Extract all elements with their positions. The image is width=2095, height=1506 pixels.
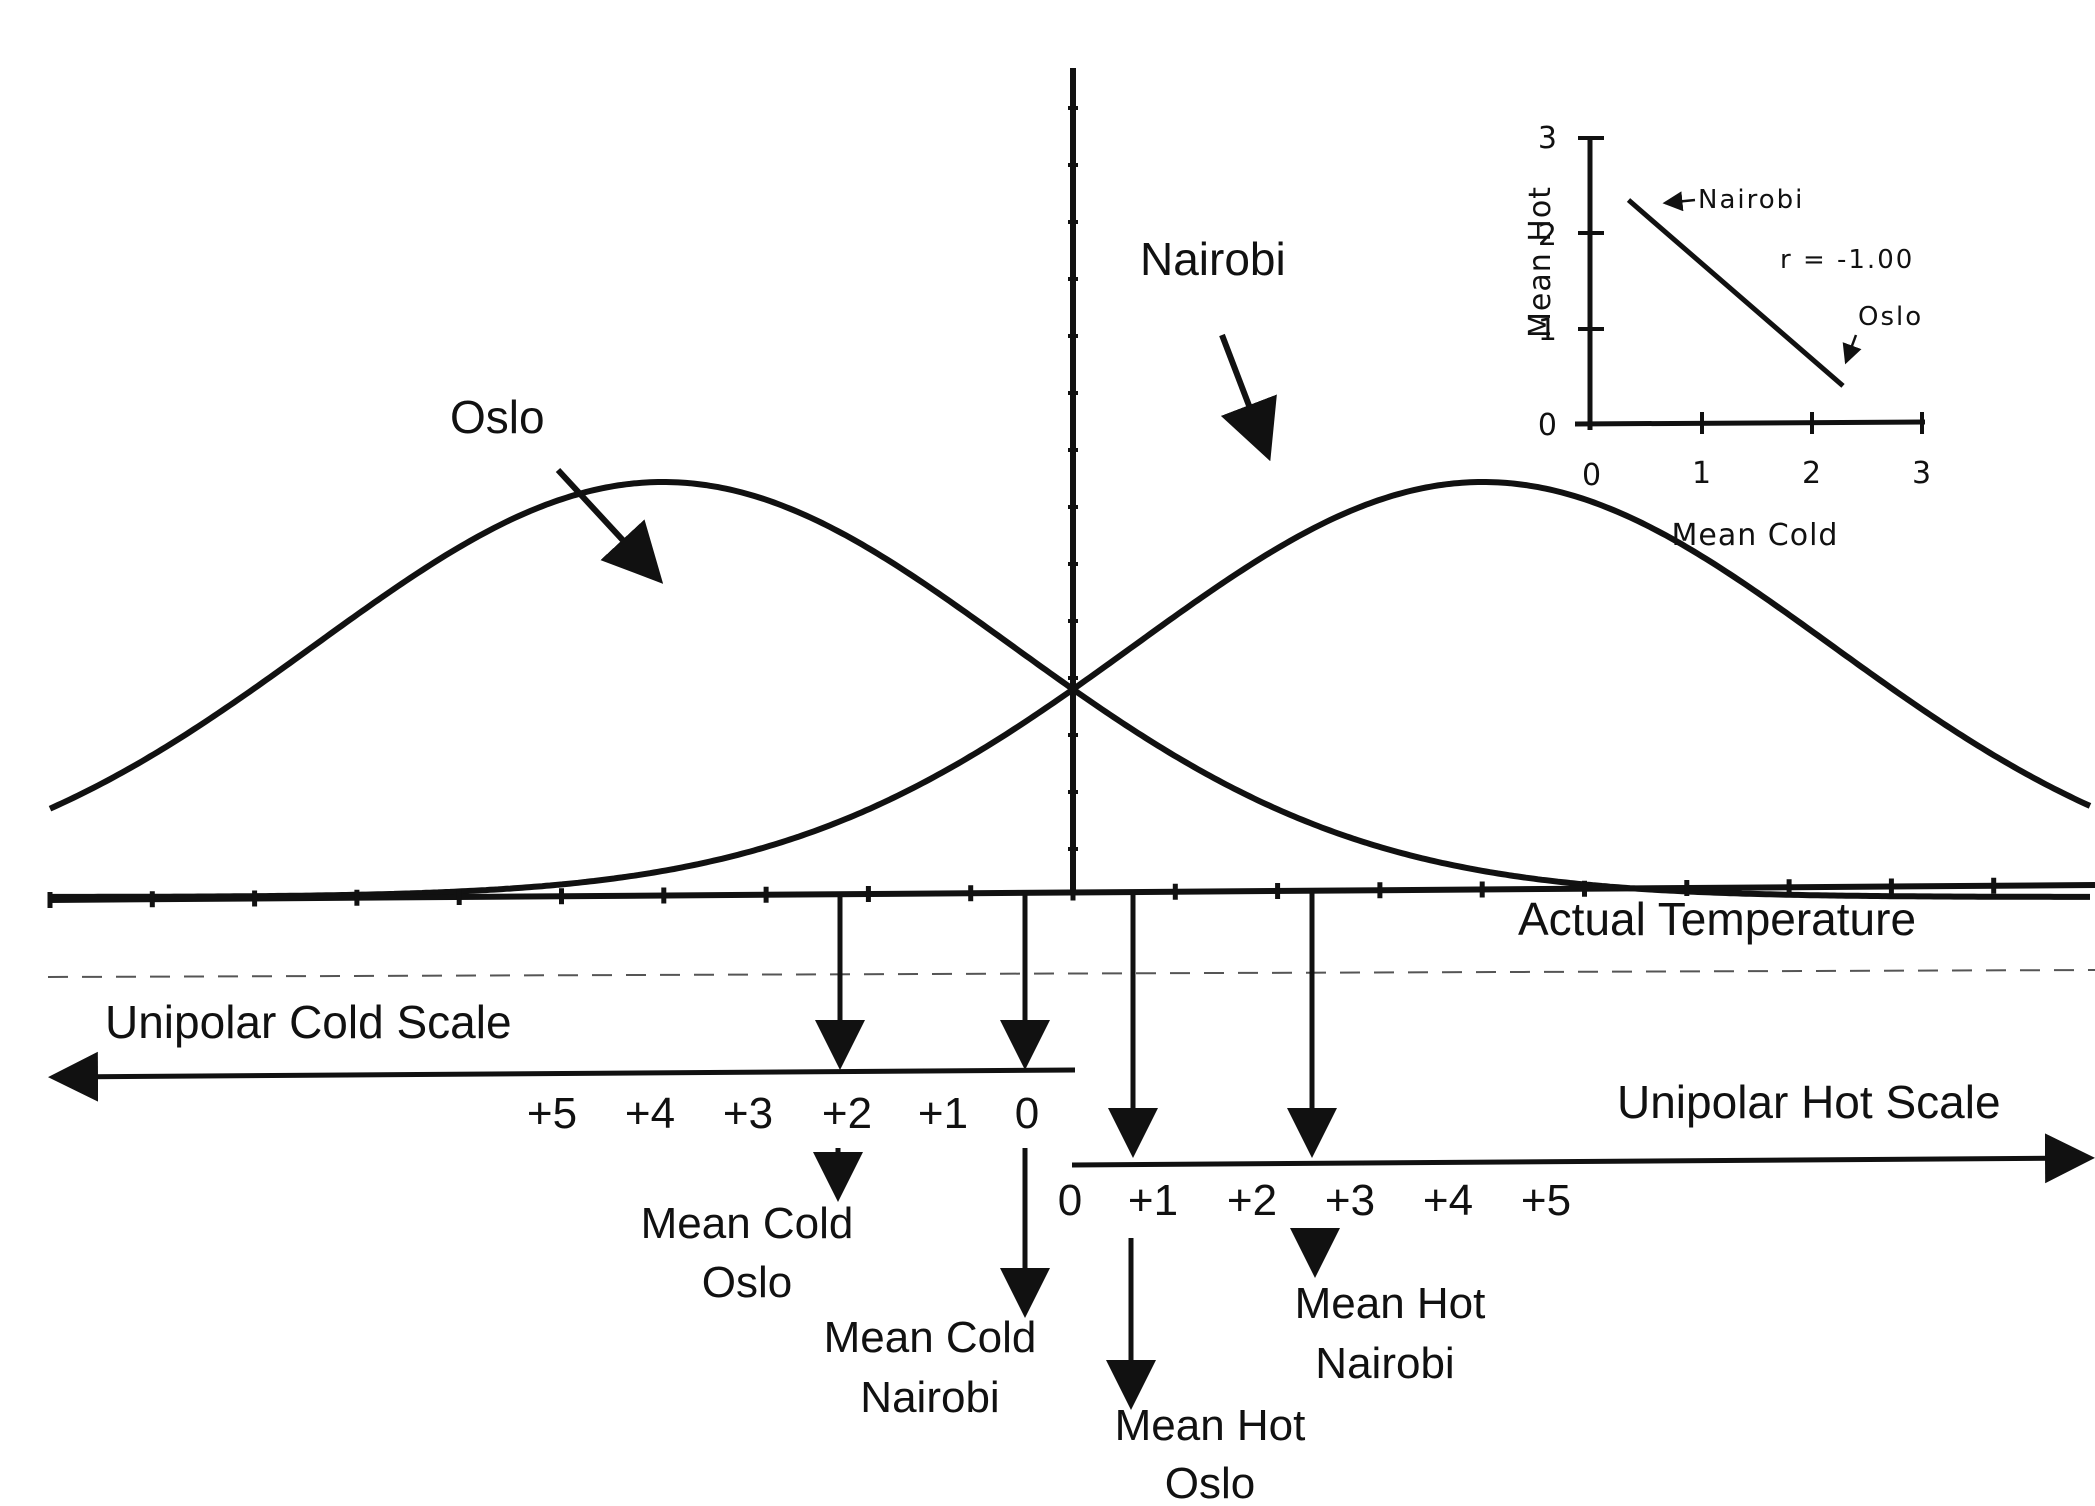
mean-cold-oslo-line2: Oslo [702, 1258, 792, 1307]
cold-tick-5: 0 [1015, 1089, 1039, 1138]
nairobi-curve [50, 479, 2092, 900]
inset-oslo-annotation: Oslo [1858, 302, 1923, 332]
inset-y-label: Mean Hot [1523, 186, 1558, 338]
inset-x-tick-2: 2 [1802, 456, 1822, 491]
hot-tick-1: +1 [1128, 1176, 1178, 1225]
inset-correlation: r = -1.00 [1780, 245, 1914, 275]
actual-temperature-label: Actual Temperature [1518, 893, 1916, 945]
mean-hot-nairobi-line2: Nairobi [1315, 1339, 1454, 1388]
inset-oslo-pointer [1842, 334, 1862, 365]
cold-tick-2: +3 [723, 1089, 773, 1138]
hot-scale-label: Unipolar Hot Scale [1617, 1076, 2001, 1128]
inset-y-tick-0: 0 [1538, 408, 1558, 443]
hot-tick-0: 0 [1058, 1176, 1082, 1225]
nairobi-curve-label: Nairobi [1140, 233, 1286, 285]
mean-hot-oslo-line2: Oslo [1165, 1459, 1255, 1506]
oslo-pointer-arrow [555, 467, 664, 584]
mean-hot-nairobi-line1: Mean Hot [1295, 1279, 1486, 1328]
cold-scale-axis [48, 1051, 1076, 1102]
dashed-separator [47, 969, 2095, 978]
mean-cold-oslo-line1: Mean Cold [641, 1199, 854, 1248]
inset-x-tick-0: 0 [1582, 458, 1602, 493]
cold-tick-3: +2 [822, 1089, 872, 1138]
inset-x-tick-3: 3 [1912, 456, 1932, 491]
mean-hot-oslo-line1: Mean Hot [1115, 1401, 1306, 1450]
cold-scale-label: Unipolar Cold Scale [105, 996, 512, 1048]
inset-nairobi-annotation: Nairobi [1698, 185, 1804, 215]
hot-scale-axis [1071, 1133, 2095, 1184]
hot-tick-3: +3 [1325, 1176, 1375, 1225]
inset-x-label: Mean Cold [1672, 518, 1839, 553]
hot-tick-4: +4 [1423, 1176, 1473, 1225]
cold-tick-4: +1 [918, 1089, 968, 1138]
inset-x-tick-1: 1 [1692, 456, 1712, 491]
inset-chart: 0 1 2 3 0 1 2 3 Mean Hot Mean Cold Nairo… [1523, 121, 1932, 553]
actual-temperature-axis-ticks [47, 877, 1997, 908]
inset-x-axis [1574, 419, 1926, 427]
inset-y-tick-3: 3 [1538, 121, 1558, 156]
inset-regression-line [1626, 198, 1845, 388]
inset-tick-marks [1578, 136, 1924, 434]
inset-y-tick-1: 1 [1538, 313, 1558, 348]
hot-tick-5: +5 [1521, 1176, 1571, 1225]
oslo-curve-label: Oslo [450, 391, 545, 443]
nairobi-pointer-arrow [1219, 333, 1277, 462]
mean-cold-nairobi-line1: Mean Cold [824, 1313, 1037, 1362]
hot-tick-2: +2 [1227, 1176, 1277, 1225]
inset-y-tick-2: 2 [1538, 218, 1558, 253]
inset-nairobi-pointer [1662, 191, 1696, 212]
cold-tick-1: +4 [625, 1089, 675, 1138]
oslo-curve [48, 479, 2090, 900]
cold-tick-0: +5 [527, 1089, 577, 1138]
vertical-axis-ticks [1068, 106, 1078, 851]
mean-cold-nairobi-line2: Nairobi [860, 1373, 999, 1422]
